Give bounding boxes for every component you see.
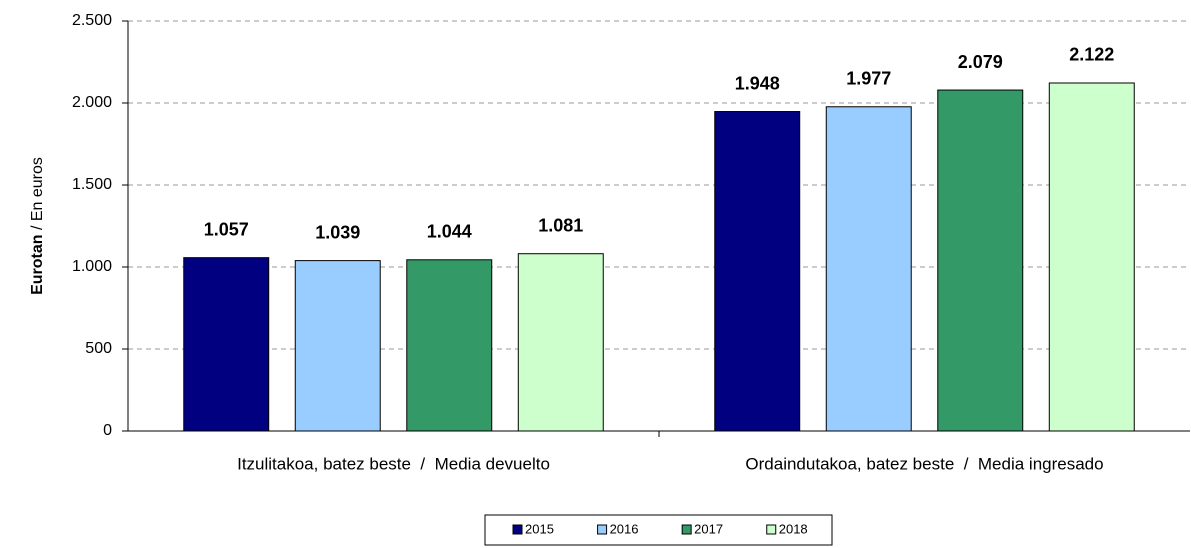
legend-label: 2016 [610, 521, 639, 536]
bar [937, 89, 1024, 432]
legend-label: 2017 [694, 521, 723, 536]
value-label: 1.039 [315, 222, 360, 242]
bar [183, 257, 270, 432]
y-tick-label: 1.000 [72, 258, 112, 275]
value-label: 1.081 [538, 215, 583, 235]
y-tick-label: 0 [103, 422, 112, 439]
legend-swatch [681, 524, 692, 535]
value-label: 1.044 [427, 222, 472, 242]
y-axis-label-bold: Eurotan [29, 234, 46, 294]
legend-label: 2018 [779, 521, 808, 536]
bar [517, 253, 604, 432]
y-tick-label: 1.500 [72, 176, 112, 193]
y-tick-label: 500 [85, 340, 112, 357]
y-tick-label: 2.000 [72, 94, 112, 111]
bar [825, 106, 912, 432]
value-label: 2.079 [958, 52, 1003, 72]
bar [714, 111, 801, 432]
bar [1048, 82, 1135, 432]
value-label: 1.977 [846, 69, 891, 89]
bar [406, 259, 493, 432]
y-axis-label-rest: / En euros [29, 157, 46, 230]
bar [294, 260, 381, 432]
legend-swatch [597, 524, 608, 535]
y-axis-label: Eurotan / En euros [29, 157, 46, 295]
value-label: 2.122 [1069, 45, 1114, 65]
legend-label: 2015 [525, 521, 554, 536]
value-label: 1.057 [204, 219, 249, 239]
legend-swatch [512, 524, 523, 535]
x-tick-label: Ordaindutakoa, batez beste / Media ingre… [745, 454, 1103, 473]
value-label: 1.948 [735, 73, 780, 93]
y-tick-label: 2.500 [72, 12, 112, 29]
x-tick-label: Itzulitakoa, batez beste / Media devuelt… [237, 454, 550, 473]
legend-swatch [766, 524, 777, 535]
